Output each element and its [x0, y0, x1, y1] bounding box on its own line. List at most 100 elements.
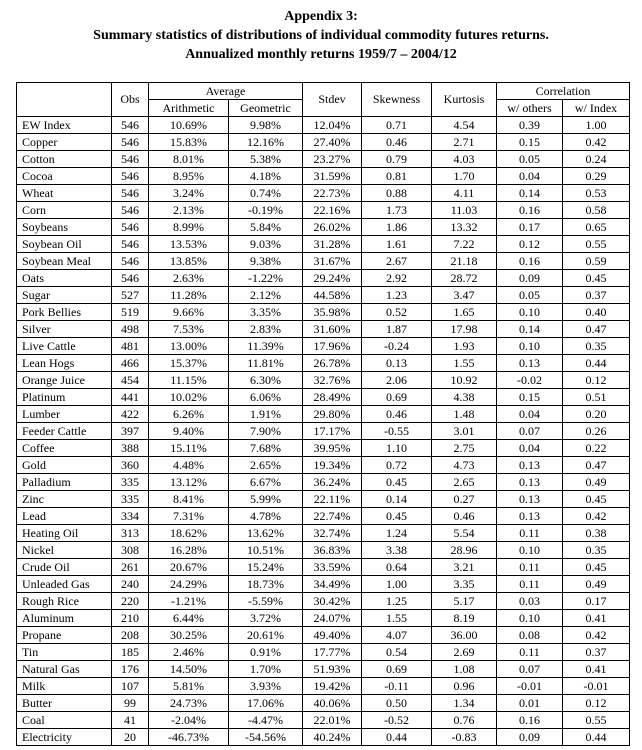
stdev-cell: 34.49% [302, 575, 362, 593]
obs-cell: 388 [111, 439, 149, 457]
stdev-cell: 30.42% [302, 592, 362, 610]
table-row: Coffee 388 15.11% 7.68% 39.95% 1.10 2.75 0.04 0.… [16, 439, 630, 457]
skewness-cell: 1.25 [361, 592, 432, 610]
stdev-cell: 22.73% [302, 184, 362, 202]
stdev-cell: 32.76% [302, 371, 362, 389]
corr-w-others-cell: 0.16 [496, 711, 563, 729]
kurtosis-cell: 28.72 [431, 269, 497, 287]
table-row: Soybean Oil 546 13.53% 9.03% 31.28% 1.61 7.22 0… [16, 235, 630, 253]
skewness-cell: 0.69 [361, 660, 432, 678]
geometric-cell: 10.51% [228, 541, 303, 559]
corr-w-others-cell: 0.03 [496, 592, 563, 610]
obs-cell: 546 [111, 218, 149, 236]
table-row: Butter 99 24.73% 17.06% 40.06% 0.50 1.34 0.01 0.… [16, 694, 630, 712]
geometric-cell: 2.65% [228, 456, 303, 474]
header-obs: Obs [111, 82, 149, 117]
skewness-cell: 0.13 [361, 354, 432, 372]
header-row-top: Obs Average Stdev Skewness Kurtosis Corr… [16, 82, 630, 117]
stdev-cell: 40.06% [302, 694, 362, 712]
commodity-name-cell: Zinc [16, 490, 112, 508]
kurtosis-cell: 2.65 [431, 473, 497, 491]
arithmetic-cell: 11.28% [148, 286, 229, 304]
commodity-name-cell: Lean Hogs [16, 354, 112, 372]
obs-cell: 397 [111, 422, 149, 440]
corr-w-others-cell: -0.01 [496, 677, 563, 695]
skewness-cell: 1.55 [361, 609, 432, 627]
table-row: Lead 334 7.31% 4.78% 22.74% 0.45 0.46 0.13 0.42 [16, 507, 630, 525]
skewness-cell: 1.73 [361, 201, 432, 219]
kurtosis-cell: 4.38 [431, 388, 497, 406]
corr-w-index-cell: 0.22 [562, 439, 630, 457]
corr-w-others-cell: 0.07 [496, 660, 563, 678]
header-kurtosis: Kurtosis [431, 82, 497, 117]
corr-w-index-cell: 0.37 [562, 643, 630, 661]
table-row: Zinc 335 8.41% 5.99% 22.11% 0.14 0.27 0.13 0.45 [16, 490, 630, 508]
corr-w-others-cell: 0.14 [496, 184, 563, 202]
corr-w-index-cell: 0.37 [562, 286, 630, 304]
corr-w-index-cell: 0.45 [562, 269, 630, 287]
stdev-cell: 22.01% [302, 711, 362, 729]
commodity-name-cell: Coal [16, 711, 112, 729]
obs-cell: 546 [111, 252, 149, 270]
arithmetic-cell: 24.29% [148, 575, 229, 593]
kurtosis-cell: 1.48 [431, 405, 497, 423]
obs-cell: 441 [111, 388, 149, 406]
corr-w-others-cell: 0.04 [496, 405, 563, 423]
table-header: Obs Average Stdev Skewness Kurtosis Corr… [16, 82, 630, 117]
table-row: Feeder Cattle 397 9.40% 7.90% 17.17% -0.55 3.0… [16, 422, 630, 440]
skewness-cell: 2.67 [361, 252, 432, 270]
corr-w-others-cell: 0.11 [496, 524, 563, 542]
arithmetic-cell: 13.00% [148, 337, 229, 355]
corr-w-index-cell: 0.35 [562, 337, 630, 355]
geometric-cell: 11.39% [228, 337, 303, 355]
arithmetic-cell: 2.13% [148, 201, 229, 219]
skewness-cell: 1.00 [361, 575, 432, 593]
corr-w-index-cell: 0.40 [562, 303, 630, 321]
commodity-name-cell: Cocoa [16, 167, 112, 185]
corr-w-others-cell: 0.07 [496, 422, 563, 440]
arithmetic-cell: 7.31% [148, 507, 229, 525]
geometric-cell: 5.84% [228, 218, 303, 236]
geometric-cell: 9.38% [228, 252, 303, 270]
table-row: Platinum 441 10.02% 6.06% 28.49% 0.69 4.38 0.15… [16, 388, 630, 406]
table-row: EW Index 546 10.69% 9.98% 12.04% 0.71 4.54 0.39… [16, 116, 630, 134]
kurtosis-cell: -0.83 [431, 728, 497, 746]
corr-w-index-cell: 0.65 [562, 218, 630, 236]
arithmetic-cell: 8.95% [148, 167, 229, 185]
arithmetic-cell: 5.81% [148, 677, 229, 695]
stdev-cell: 39.95% [302, 439, 362, 457]
table-row: Palladium 335 13.12% 6.67% 36.24% 0.45 2.65 0.1… [16, 473, 630, 491]
skewness-cell: -0.52 [361, 711, 432, 729]
table-row: Lean Hogs 466 15.37% 11.81% 26.78% 0.13 1.55 0.… [16, 354, 630, 372]
obs-cell: 335 [111, 473, 149, 491]
obs-cell: 498 [111, 320, 149, 338]
geometric-cell: 3.72% [228, 609, 303, 627]
geometric-cell: 2.12% [228, 286, 303, 304]
arithmetic-cell: 13.12% [148, 473, 229, 491]
geometric-cell: 17.06% [228, 694, 303, 712]
geometric-cell: 5.38% [228, 150, 303, 168]
geometric-cell: 6.06% [228, 388, 303, 406]
kurtosis-cell: 17.98 [431, 320, 497, 338]
obs-cell: 41 [111, 711, 149, 729]
kurtosis-cell: 4.54 [431, 116, 497, 134]
geometric-cell: 6.67% [228, 473, 303, 491]
commodity-name-cell: Nickel [16, 541, 112, 559]
arithmetic-cell: 13.53% [148, 235, 229, 253]
corr-w-others-cell: 0.16 [496, 252, 563, 270]
stdev-cell: 31.59% [302, 167, 362, 185]
header-w-others: w/ others [496, 99, 563, 117]
corr-w-others-cell: 0.15 [496, 388, 563, 406]
arithmetic-cell: 3.24% [148, 184, 229, 202]
commodity-name-cell: Crude Oil [16, 558, 112, 576]
corr-w-others-cell: 0.12 [496, 235, 563, 253]
stdev-cell: 22.74% [302, 507, 362, 525]
stdev-cell: 33.59% [302, 558, 362, 576]
corr-w-index-cell: 0.58 [562, 201, 630, 219]
stdev-cell: 51.93% [302, 660, 362, 678]
obs-cell: 454 [111, 371, 149, 389]
geometric-cell: -5.59% [228, 592, 303, 610]
table-row: Corn 546 2.13% -0.19% 22.16% 1.73 11.03 0.16 0.5… [16, 201, 630, 219]
corr-w-index-cell: 0.38 [562, 524, 630, 542]
table-row: Aluminum 210 6.44% 3.72% 24.07% 1.55 8.19 0.10 0… [16, 609, 630, 627]
